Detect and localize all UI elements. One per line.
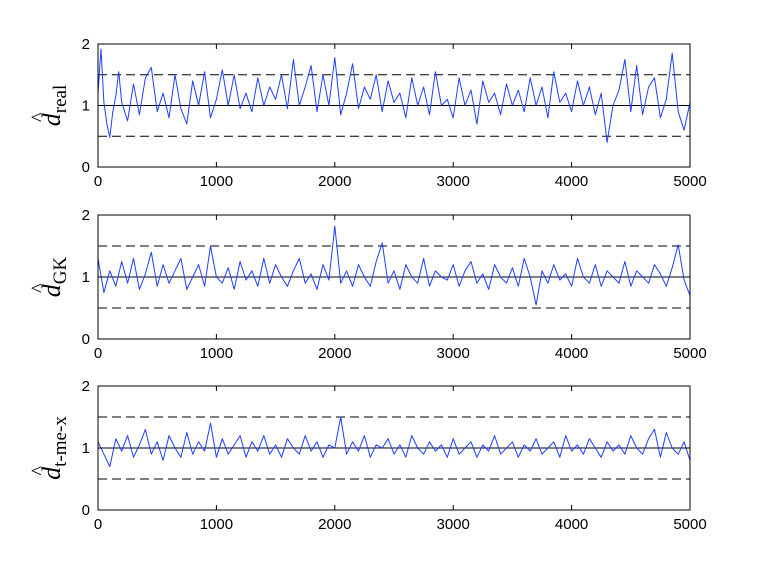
panel-d-t-me-x: 0 1000 2000 3000 4000 5000 0 1 2 dt-me-x^ — [28, 378, 707, 533]
y-tick-label: 2 — [82, 378, 90, 395]
x-tick-label: 1000 — [200, 516, 233, 533]
y-axis-label-subscript: t-me-x — [50, 416, 71, 467]
y-tick-label: 1 — [82, 98, 90, 115]
y-tick-label: 0 — [82, 331, 90, 348]
svg-text:dt-me-x: dt-me-x — [37, 416, 71, 480]
y-tick-label: 2 — [82, 207, 90, 224]
series-line — [98, 225, 690, 306]
y-axis-label-symbol: d — [37, 112, 66, 126]
hat-accent-icon: ^ — [28, 283, 50, 293]
x-tick-label: 4000 — [555, 173, 588, 190]
y-tick-label: 2 — [82, 36, 90, 53]
x-tick-label: 0 — [94, 516, 102, 533]
x-tick-label: 4000 — [555, 345, 588, 362]
x-tick-label: 5000 — [673, 516, 706, 533]
x-tick-label: 5000 — [673, 345, 706, 362]
x-tick-label: 3000 — [437, 516, 470, 533]
x-tick-label: 4000 — [555, 516, 588, 533]
x-tick-label: 2000 — [318, 345, 351, 362]
y-axis-label: dGK^ — [28, 257, 71, 298]
x-tick-label: 3000 — [437, 345, 470, 362]
x-tick-label: 2000 — [318, 173, 351, 190]
panel-d-real: 0 1000 2000 3000 4000 5000 0 1 2 dreal^ — [28, 36, 707, 190]
x-tick-label: 5000 — [673, 173, 706, 190]
y-axis-label-symbol: d — [37, 466, 66, 480]
x-tick-label: 3000 — [437, 173, 470, 190]
y-axis-label-subscript: real — [50, 85, 71, 113]
y-axis-label-symbol: d — [37, 283, 66, 297]
panel-d-gk: 0 1000 2000 3000 4000 5000 0 1 2 dGK^ — [28, 207, 707, 362]
x-tick-label: 0 — [94, 345, 102, 362]
x-tick-label: 0 — [94, 173, 102, 190]
y-tick-label: 0 — [82, 159, 90, 176]
y-axis-label: dt-me-x^ — [28, 416, 71, 480]
y-axis-label-subscript: GK — [50, 257, 71, 285]
y-tick-label: 1 — [82, 440, 90, 457]
x-tick-label: 2000 — [318, 516, 351, 533]
series-line — [98, 48, 690, 143]
hat-accent-icon: ^ — [28, 112, 50, 122]
y-tick-label: 0 — [82, 502, 90, 519]
svg-text:dreal: dreal — [37, 85, 71, 126]
x-tick-label: 1000 — [200, 173, 233, 190]
series-line — [98, 416, 690, 468]
y-axis-label: dreal^ — [28, 85, 71, 126]
x-tick-label: 1000 — [200, 345, 233, 362]
svg-text:dGK: dGK — [37, 257, 71, 298]
hat-accent-icon: ^ — [28, 466, 50, 476]
y-tick-label: 1 — [82, 269, 90, 286]
